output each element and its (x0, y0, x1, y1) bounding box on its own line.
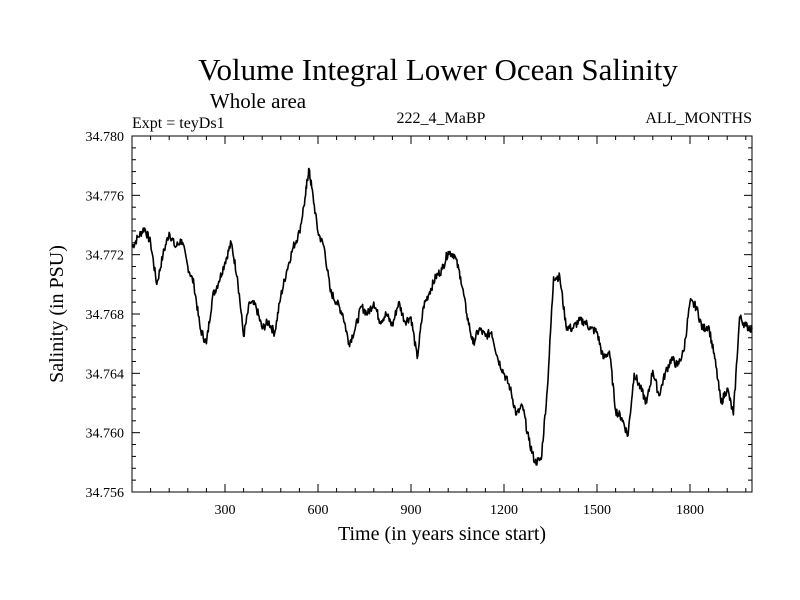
months-label: ALL_MONTHS (645, 110, 752, 127)
x-tick-label: 1800 (676, 503, 704, 518)
x-tick-label: 600 (308, 503, 329, 518)
y-tick-label: 34.756 (86, 486, 125, 501)
x-tick-label: 300 (215, 503, 236, 518)
y-tick-label: 34.768 (86, 308, 125, 323)
chart-subtitle: Whole area (210, 89, 307, 113)
y-tick-label: 34.780 (86, 130, 125, 145)
x-axis-label: Time (in years since start) (338, 523, 546, 545)
y-axis-label: Salinity (in PSU) (46, 245, 68, 383)
salinity-series-line (131, 167, 753, 466)
chart-title: Volume Integral Lower Ocean Salinity (198, 52, 678, 87)
y-tick-label: 34.764 (86, 367, 125, 382)
y-tick-label: 34.772 (86, 249, 125, 264)
x-tick-label: 900 (401, 503, 422, 518)
y-tick-label: 34.776 (86, 189, 125, 204)
x-tick-label: 1200 (490, 503, 518, 518)
run-label: 222_4_MaBP (397, 110, 486, 127)
expt-label: Expt = teyDs1 (132, 115, 225, 132)
y-tick-label: 34.760 (86, 427, 125, 442)
plot-frame (131, 135, 753, 493)
x-tick-label: 1500 (583, 503, 611, 518)
